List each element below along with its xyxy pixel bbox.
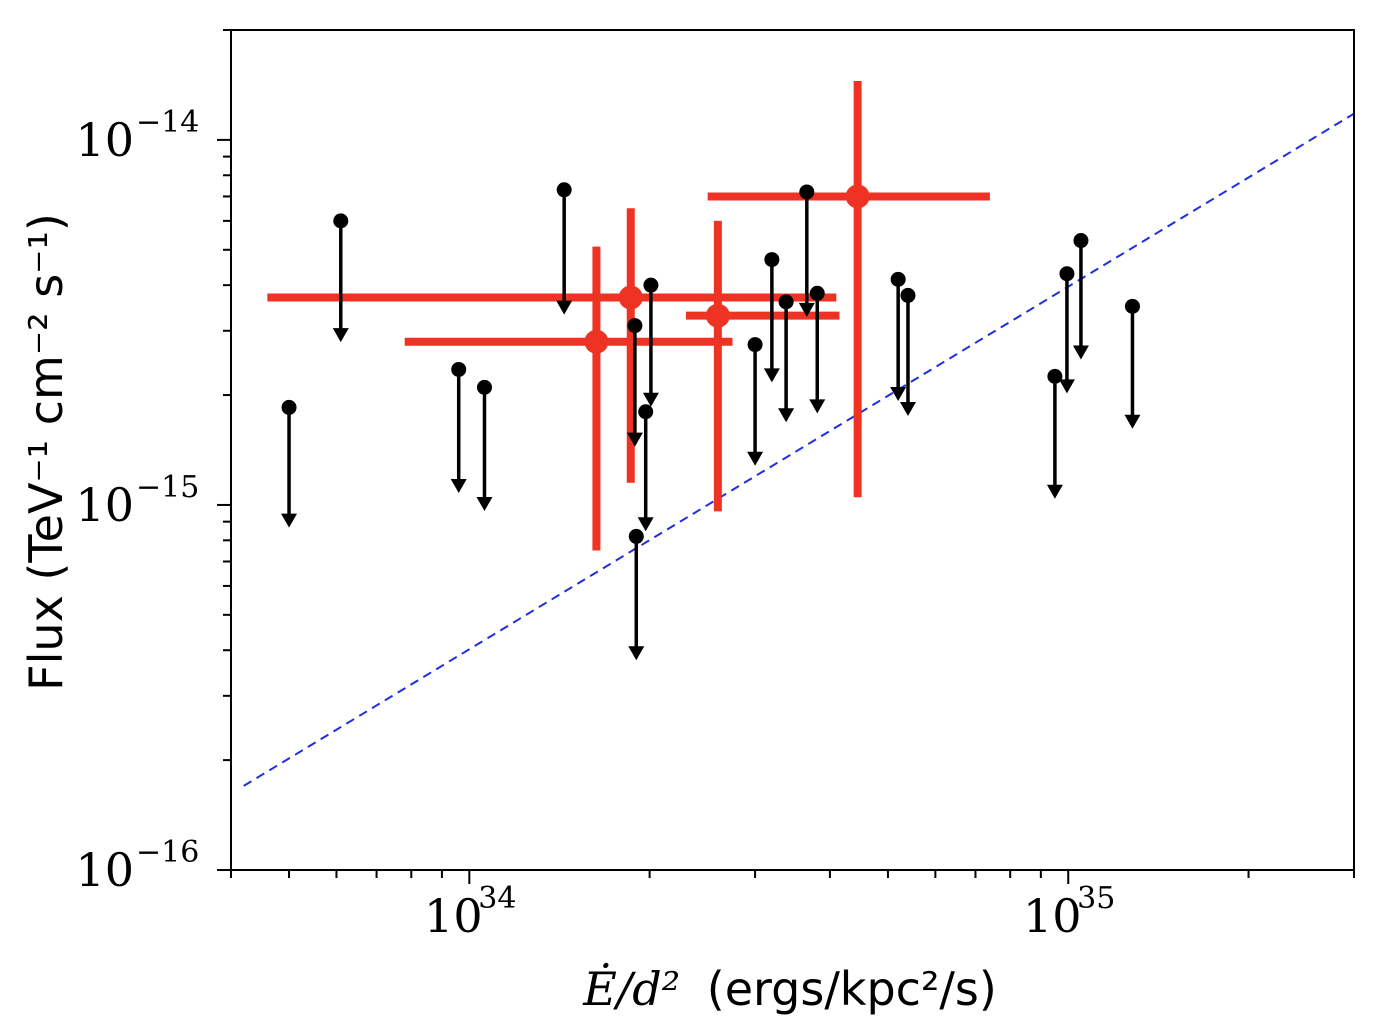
detection-marker <box>618 285 643 310</box>
upper-limit-3 <box>450 361 467 493</box>
y-tick-label-3: 10 <box>75 113 134 167</box>
upper-limit-arrowhead <box>556 300 573 315</box>
upper-limit-marker <box>643 277 659 293</box>
upper-limit-arrowhead <box>450 478 467 493</box>
upper-limit-8 <box>637 404 654 532</box>
upper-limit-marker <box>778 294 794 310</box>
upper-limit-marker <box>638 404 654 420</box>
upper-limit-arrowhead <box>809 399 826 414</box>
upper-limit-marker <box>628 528 644 544</box>
upper-limit-arrowhead <box>281 513 298 528</box>
upper-limit-17 <box>1046 368 1063 499</box>
upper-limit-arrowhead <box>332 328 349 343</box>
upper-limit-arrowhead <box>890 387 907 402</box>
upper-limit-arrowhead <box>637 517 654 532</box>
x-axis-label: Ė/d² (ergs/kpc²/s) <box>582 961 997 1016</box>
upper-limit-marker <box>799 184 815 200</box>
y-tick-exponent-2: −15 <box>136 470 199 505</box>
upper-limit-marker <box>890 271 906 287</box>
upper-limit-marker <box>900 287 916 303</box>
upper-limit-marker <box>1073 233 1089 249</box>
detection-marker <box>845 184 870 209</box>
y-axis-label: Flux (TeV⁻¹ cm⁻² s⁻¹) <box>19 213 73 691</box>
x-tick-exponent-1: 34 <box>478 881 516 916</box>
upper-limit-marker <box>1124 298 1140 314</box>
upper-limit-4 <box>476 379 493 511</box>
x-tick-label-1: 10 <box>424 889 483 943</box>
upper-limit-arrowhead <box>798 302 815 317</box>
upper-limit-arrowhead <box>899 402 916 417</box>
upper-limit-15 <box>890 271 907 402</box>
upper-limit-marker <box>556 182 572 198</box>
upper-limit-arrowhead <box>778 408 795 423</box>
upper-limit-14 <box>809 285 826 414</box>
y-tick-label-1: 10 <box>75 843 134 897</box>
upper-limit-arrowhead <box>628 646 645 661</box>
upper-limit-arrowhead <box>1072 345 1089 360</box>
detection-marker <box>584 329 609 354</box>
upper-limit-16 <box>899 287 916 417</box>
upper-limit-9 <box>642 277 659 407</box>
detection-point-2 <box>404 246 733 551</box>
x-tick-label-2: 10 <box>1023 889 1082 943</box>
upper-limit-arrowhead <box>747 451 764 466</box>
y-tick-exponent-3: −14 <box>136 105 199 140</box>
upper-limits-layer <box>281 182 1141 661</box>
upper-limit-2 <box>332 213 349 343</box>
upper-limit-20 <box>1124 298 1141 429</box>
upper-limit-arrowhead <box>763 368 780 383</box>
upper-limit-5 <box>556 182 573 315</box>
upper-limit-7 <box>628 528 645 661</box>
upper-limit-marker <box>1047 368 1063 384</box>
upper-limit-marker <box>333 213 349 229</box>
upper-limit-12 <box>778 294 795 423</box>
x-axis-label-math: Ė/d² <box>582 961 680 1016</box>
fit-line <box>243 112 1355 787</box>
plot-frame <box>230 29 1355 871</box>
detection-point-4 <box>707 80 990 498</box>
upper-limit-arrowhead <box>626 432 643 447</box>
upper-limit-1 <box>281 399 298 528</box>
upper-limit-13 <box>798 184 815 317</box>
y-tick-exponent-1: −16 <box>136 835 199 870</box>
upper-limit-19 <box>1072 233 1089 360</box>
upper-limit-arrowhead <box>1046 484 1063 499</box>
upper-limit-marker <box>281 399 297 415</box>
upper-limit-marker <box>747 337 763 353</box>
upper-limit-10 <box>747 337 764 466</box>
upper-limit-arrowhead <box>1124 414 1141 429</box>
upper-limit-18 <box>1058 266 1075 394</box>
upper-limit-arrowhead <box>1058 379 1075 394</box>
detection-point-3 <box>685 220 840 512</box>
upper-limit-arrowhead <box>476 496 493 511</box>
x-axis-label-units: (ergs/kpc²/s) <box>707 962 997 1016</box>
upper-limit-marker <box>476 379 492 395</box>
upper-limit-marker <box>1059 266 1075 282</box>
fit-line-layer <box>243 112 1355 787</box>
upper-limit-marker <box>764 252 780 268</box>
detections-layer <box>267 80 990 551</box>
upper-limit-arrowhead <box>642 392 659 407</box>
y-tick-label-2: 10 <box>75 478 134 532</box>
upper-limit-marker <box>451 361 467 377</box>
x-tick-exponent-2: 35 <box>1077 881 1115 916</box>
upper-limit-marker <box>627 318 643 334</box>
upper-limit-marker <box>809 285 825 301</box>
detection-marker <box>705 303 730 328</box>
upper-limit-11 <box>763 252 780 383</box>
upper-limit-6 <box>626 318 643 447</box>
